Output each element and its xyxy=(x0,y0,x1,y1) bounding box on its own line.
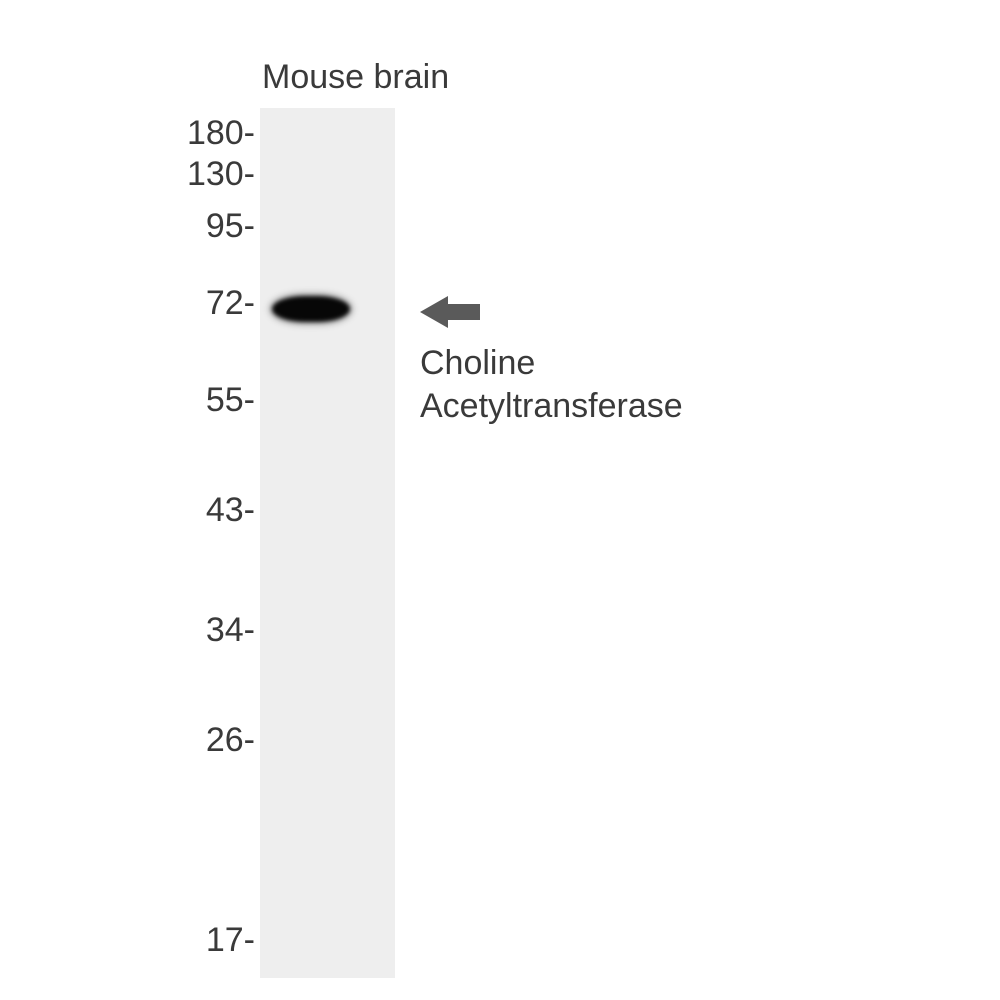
western-blot-figure: Mouse brain 180-130- 95- 72- 55- 43- 34- 26- 17… xyxy=(0,0,1000,1000)
marker-label: 95- xyxy=(0,207,255,246)
blot-lane xyxy=(260,108,395,978)
band-annotation-line2: Acetyltransferase xyxy=(420,385,683,428)
marker-label: 180- xyxy=(0,114,255,153)
lane-title: Mouse brain xyxy=(262,58,449,97)
marker-label: 34- xyxy=(0,611,255,650)
arrow-left-icon xyxy=(420,292,480,332)
marker-label: 17- xyxy=(0,921,255,960)
marker-label: 55- xyxy=(0,381,255,420)
band-annotation-label: Choline Acetyltransferase xyxy=(420,342,683,427)
marker-label: 43- xyxy=(0,491,255,530)
detected-band xyxy=(272,296,350,322)
annotation-arrow xyxy=(420,292,480,332)
band-annotation-line1: Choline xyxy=(420,342,683,385)
marker-label: 72- xyxy=(0,284,255,323)
marker-label: 130- xyxy=(0,155,255,194)
marker-label: 26- xyxy=(0,721,255,760)
